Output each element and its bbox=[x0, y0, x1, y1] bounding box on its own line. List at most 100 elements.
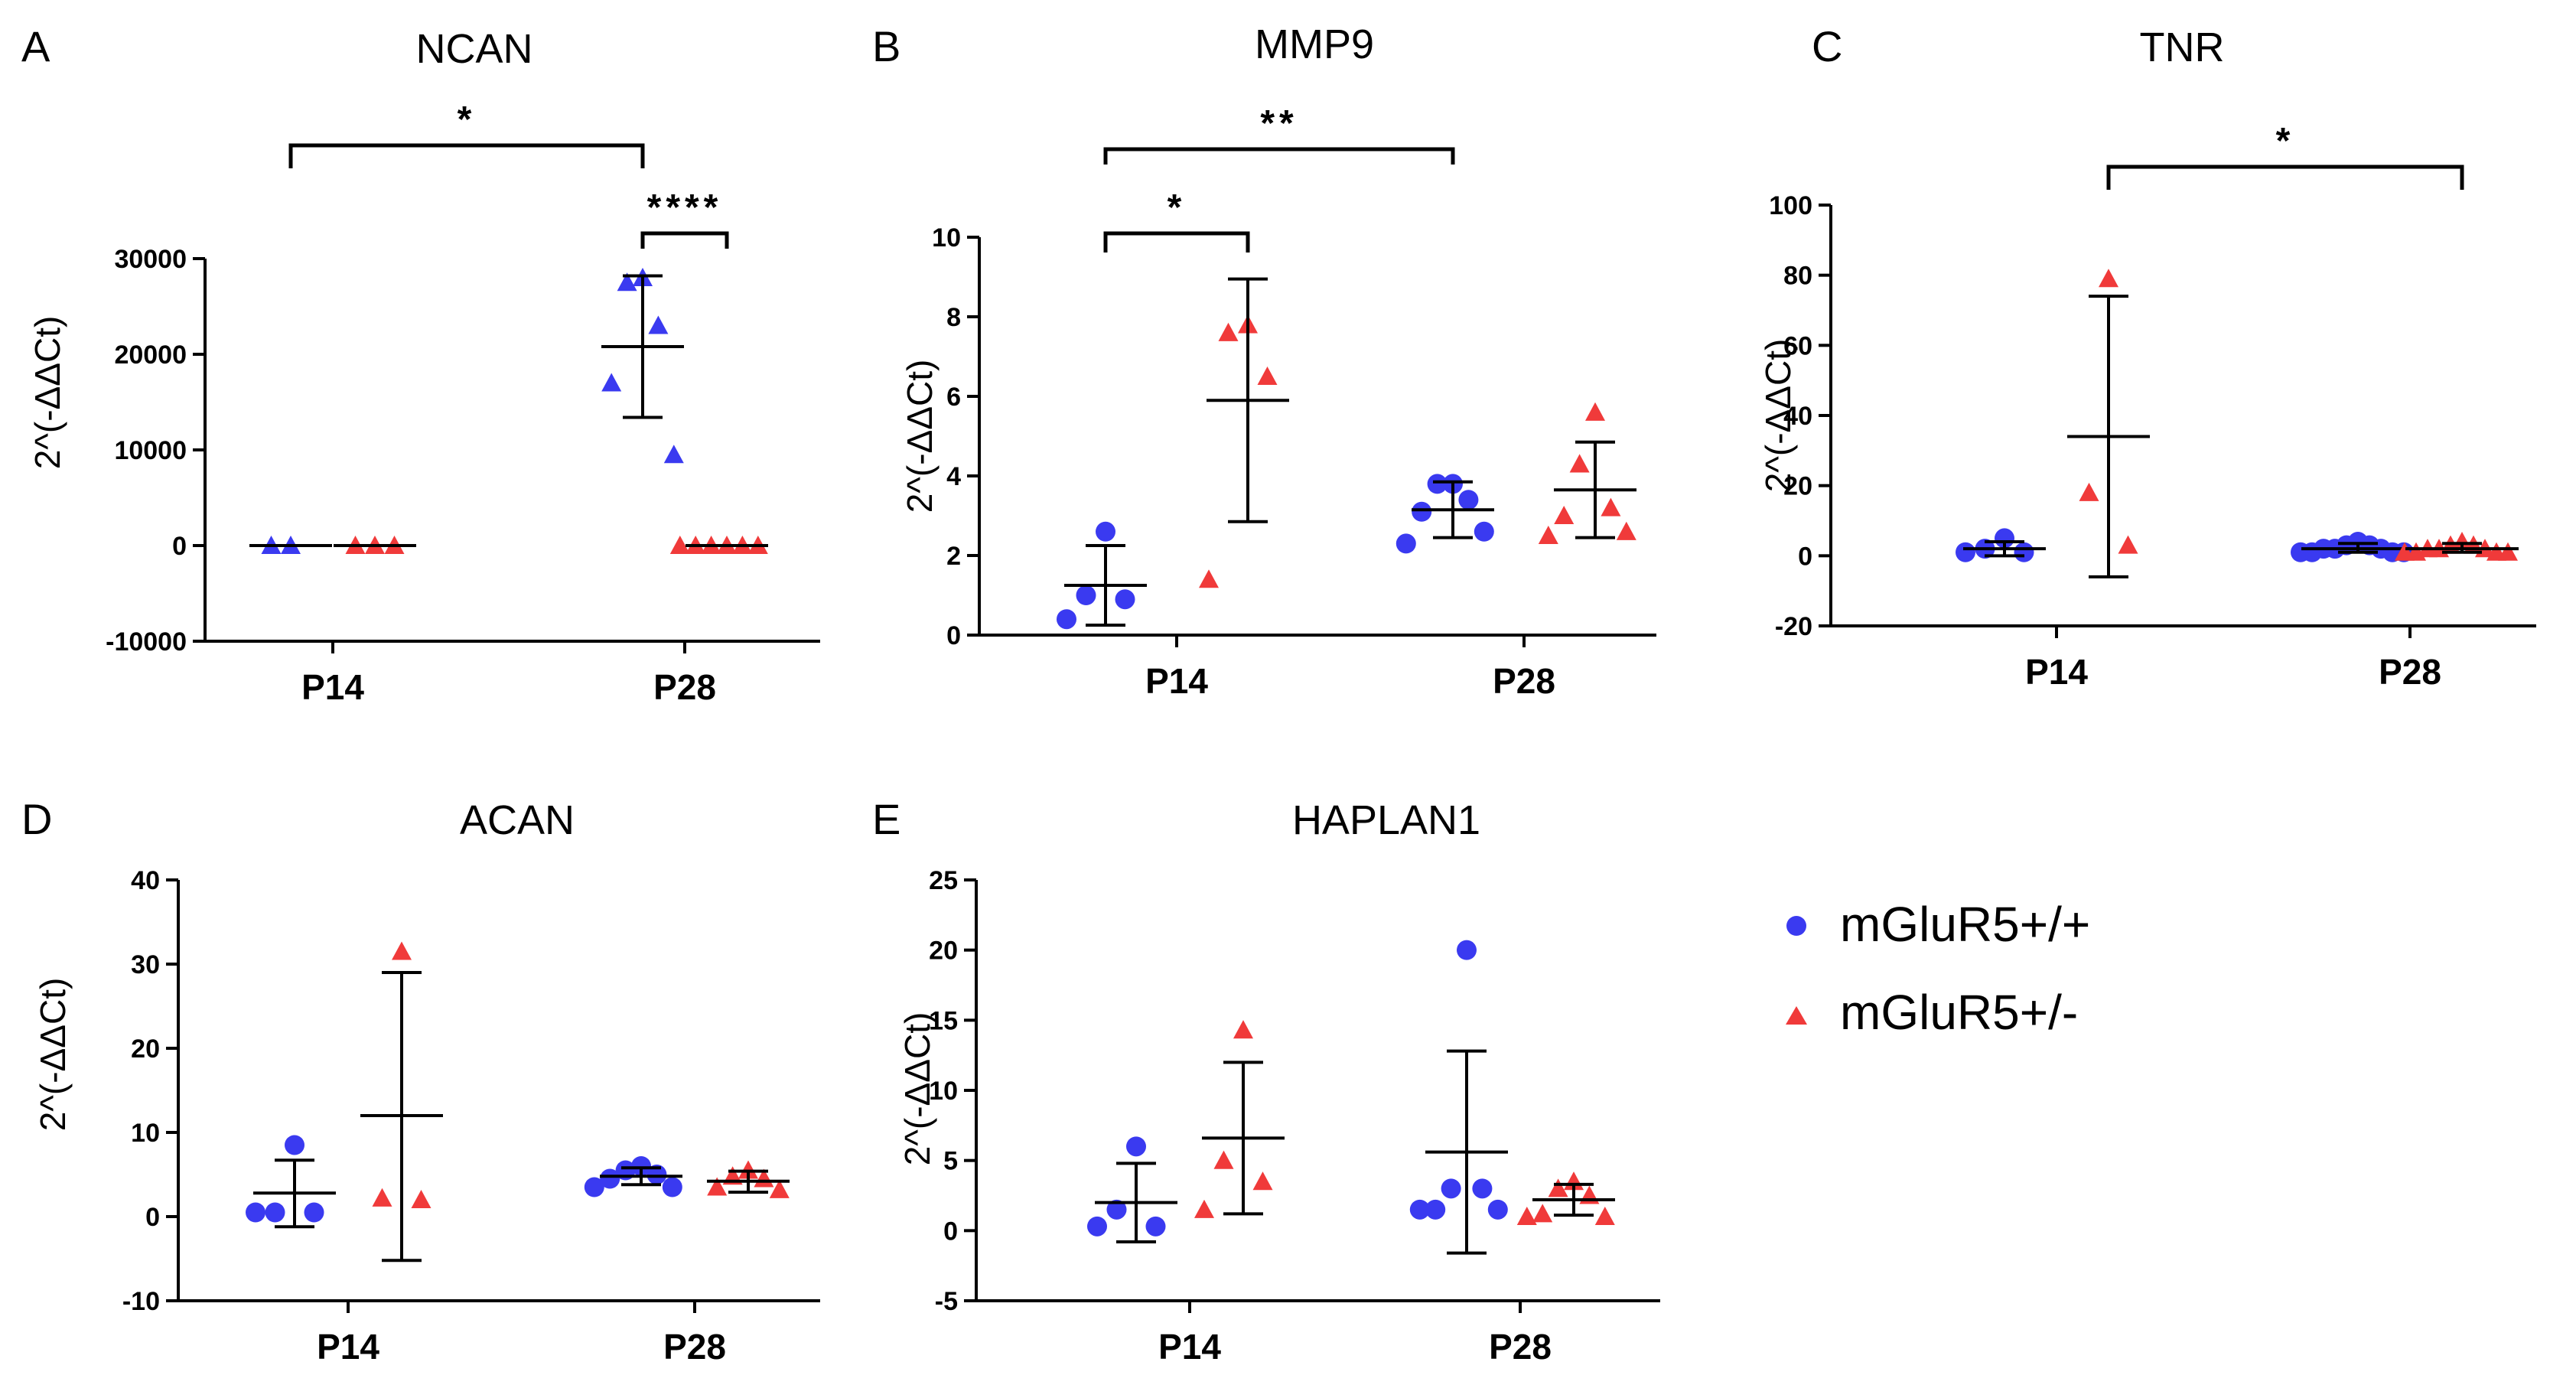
panel-d-point-triangle bbox=[372, 1188, 392, 1207]
panel-d-point-circle bbox=[304, 1202, 324, 1223]
panel-b-significance-label: ** bbox=[1260, 103, 1298, 144]
panel-c-point-circle bbox=[2014, 542, 2034, 562]
panel-e-point-circle bbox=[1087, 1216, 1107, 1236]
legend-circle-marker bbox=[1786, 916, 1806, 936]
legend-label-wt: mGluR5+/+ bbox=[1840, 897, 2090, 952]
panel-c-x-tick-label: P14 bbox=[2025, 652, 2088, 692]
panel-a-y-tick-label: 30000 bbox=[114, 245, 187, 274]
panel-b-point-triangle bbox=[1538, 526, 1558, 545]
panel-d-x-tick-label: P14 bbox=[317, 1327, 379, 1367]
panel-c-significance-bracket bbox=[2106, 165, 2464, 190]
panel-b-point-circle bbox=[1412, 501, 1432, 522]
legend-triangle-marker bbox=[1786, 1006, 1807, 1025]
panel-e-y-tick-label: 20 bbox=[929, 937, 958, 966]
panel-a-point-triangle bbox=[648, 315, 669, 334]
panel-d-point-triangle bbox=[738, 1160, 758, 1179]
panel-e-point-triangle bbox=[1548, 1178, 1568, 1197]
panel-e-point-triangle bbox=[1233, 1020, 1253, 1039]
panel-d-point-triangle bbox=[769, 1179, 790, 1198]
panel-a-significance-label: * bbox=[458, 99, 477, 140]
panel-e-y-tick-label: 15 bbox=[929, 1006, 958, 1035]
panel-a: A NCAN 2^(-ΔΔCt) bbox=[21, 22, 533, 469]
panel-e-title: HAPLAN1 bbox=[1292, 797, 1480, 843]
panel-c-y-tick-label: 0 bbox=[1798, 542, 1812, 571]
panel-c-plot: -20 0 20 40 60 80 100 P14 P28 * bbox=[1769, 121, 2536, 692]
panel-b-ylabel: 2^(-ΔΔCt) bbox=[900, 360, 940, 513]
panel-b-title: MMP9 bbox=[1255, 21, 1374, 67]
panel-b-y-tick-label: 10 bbox=[932, 223, 961, 253]
panel-d: D ACAN 2^(-ΔΔCt) bbox=[21, 795, 575, 1131]
panel-d-point-circle bbox=[662, 1177, 682, 1197]
panel-b-point-circle bbox=[1427, 474, 1448, 494]
panel-c-ylabel: 2^(-ΔΔCt) bbox=[1758, 339, 1798, 493]
panel-e-point-circle bbox=[1409, 1199, 1430, 1220]
panel-b-y-tick-label: 4 bbox=[946, 462, 961, 491]
panel-d-point-triangle bbox=[411, 1190, 432, 1209]
panel-a-x-tick-label: P28 bbox=[653, 667, 716, 707]
panel-a-title: NCAN bbox=[415, 26, 532, 72]
panel-a-significance-bracket bbox=[640, 231, 729, 249]
panel-b-y-tick-label: 0 bbox=[946, 621, 961, 650]
panel-c-point-triangle bbox=[2118, 535, 2138, 554]
panel-c-y-tick-label: -20 bbox=[1775, 612, 1812, 641]
panel-b-point-triangle bbox=[1554, 506, 1575, 525]
panel-e-y-tick-label: -5 bbox=[935, 1287, 958, 1316]
panel-a-significance-bracket bbox=[288, 143, 645, 168]
panel-e-ylabel: 2^(-ΔΔCt) bbox=[897, 1012, 937, 1166]
panel-d-letter: D bbox=[21, 795, 52, 843]
panel-b-point-triangle bbox=[1601, 497, 1621, 516]
panel-d-point-circle bbox=[265, 1202, 285, 1223]
panel-c-point-triangle bbox=[2099, 269, 2118, 288]
panel-a-significance-label: **** bbox=[647, 187, 723, 228]
panel-d-point-circle bbox=[646, 1165, 667, 1184]
panel-e-y-tick-label: 25 bbox=[929, 866, 958, 895]
panel-c-point-circle bbox=[2291, 542, 2311, 562]
panel-d-x-tick-label: P28 bbox=[663, 1327, 726, 1367]
panel-d-y-tick-label: 30 bbox=[131, 950, 160, 979]
panel-c-y-tick-label: 20 bbox=[1783, 472, 1812, 501]
panel-d-y-tick-label: -10 bbox=[122, 1287, 160, 1316]
panel-c-point-circle bbox=[1956, 542, 1975, 562]
panel-b-point-circle bbox=[1096, 521, 1115, 542]
panel-c-y-tick-label: 80 bbox=[1783, 262, 1812, 291]
panel-e-point-circle bbox=[1472, 1178, 1493, 1199]
panel-d-point-triangle bbox=[707, 1177, 728, 1196]
panel-d-point-circle bbox=[285, 1135, 304, 1155]
panel-c-y-tick-label: 100 bbox=[1769, 191, 1812, 220]
legend: mGluR5+/+ mGluR5+/- bbox=[1786, 897, 2090, 1040]
panel-c-title: TNR bbox=[2140, 24, 2225, 70]
panel-e-point-circle bbox=[1425, 1199, 1446, 1220]
panel-e-point-triangle bbox=[1516, 1207, 1537, 1226]
panel-a-point-triangle bbox=[617, 272, 637, 292]
panel-c-y-tick-label: 40 bbox=[1783, 402, 1812, 431]
panel-e-plot: -5 0 5 10 15 20 25 P14 P28 bbox=[929, 866, 1660, 1367]
panel-e-point-triangle bbox=[1594, 1207, 1615, 1226]
panel-e: E HAPLAN1 2^(-ΔΔCt) bbox=[872, 795, 1480, 1165]
panel-e-x-tick-label: P28 bbox=[1489, 1327, 1552, 1367]
panel-a-ylabel: 2^(-ΔΔCt) bbox=[28, 316, 67, 470]
panel-c-significance-label: * bbox=[2276, 121, 2295, 161]
panel-a-y-tick-label: -10000 bbox=[106, 627, 187, 657]
panel-b-point-triangle bbox=[1585, 402, 1605, 421]
panel-b-point-triangle bbox=[1257, 367, 1278, 386]
panel-a-point-triangle bbox=[663, 445, 684, 464]
panel-d-y-tick-label: 40 bbox=[131, 866, 160, 895]
panel-b-x-tick-label: P28 bbox=[1493, 661, 1555, 701]
panel-d-ylabel: 2^(-ΔΔCt) bbox=[33, 978, 73, 1132]
panel-d-point-circle bbox=[584, 1177, 604, 1197]
panel-e-point-triangle bbox=[1213, 1150, 1234, 1169]
panel-d-title: ACAN bbox=[460, 797, 575, 843]
panel-b-significance-bracket bbox=[1103, 147, 1455, 165]
panel-b: B MMP9 2^(-ΔΔCt) bbox=[872, 21, 1374, 513]
panel-e-point-circle bbox=[1106, 1199, 1127, 1220]
panel-c: C TNR 2^(-ΔΔCt) bbox=[1758, 22, 2224, 492]
panel-b-letter: B bbox=[872, 22, 900, 70]
panel-d-plot: -10 0 10 20 30 40 P14 P28 bbox=[122, 866, 820, 1367]
legend-label-het: mGluR5+/- bbox=[1840, 985, 2078, 1040]
panel-e-point-circle bbox=[1457, 940, 1477, 960]
panel-d-point-circle bbox=[600, 1168, 620, 1189]
panel-d-y-tick-label: 0 bbox=[145, 1203, 160, 1232]
panel-b-point-circle bbox=[1057, 609, 1076, 630]
